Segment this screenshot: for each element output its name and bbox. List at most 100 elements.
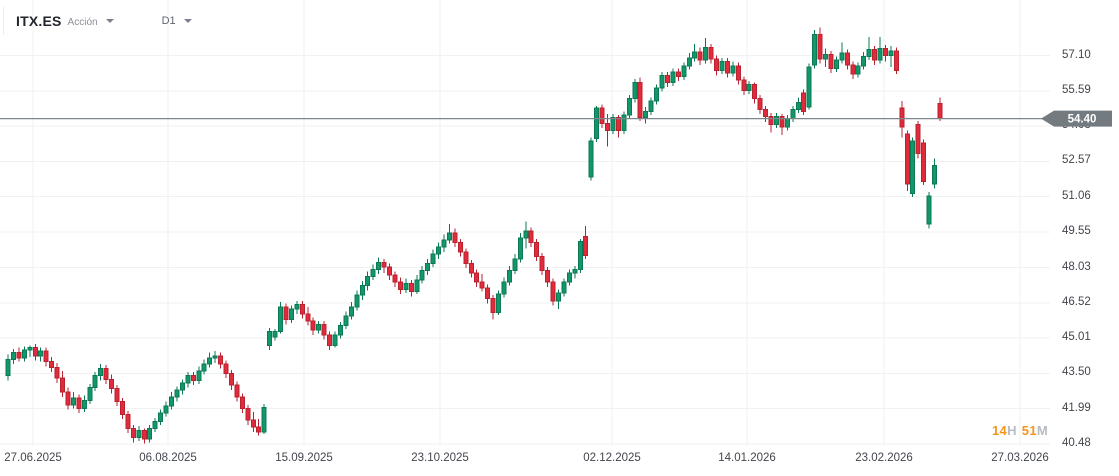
candle-body [539, 256, 545, 272]
price-tick-label: 51.06 [1062, 189, 1091, 202]
candle-body [310, 320, 316, 331]
time-tick-label: 06.08.2025 [139, 452, 197, 464]
candle-body [664, 74, 670, 83]
candle-body [463, 251, 469, 265]
candle-body [446, 232, 452, 241]
time-axis[interactable]: 27.06.2025 06.08.2025 15.09.2025 23.10.2025… [0, 446, 1119, 476]
candle-body [926, 195, 932, 225]
price-axis[interactable]: 57.1055.5954.0852.5751.0649.5548.0346.52… [1050, 0, 1119, 450]
candle-body [299, 303, 305, 315]
timeframe-selector[interactable]: D1 [114, 15, 192, 27]
candle-body [757, 98, 763, 110]
candle-body [566, 272, 572, 283]
candle-body [839, 52, 845, 61]
candle-body [5, 358, 11, 377]
candle-body [430, 253, 436, 265]
candle-body [648, 100, 654, 113]
candle-body [16, 351, 22, 359]
candle-body [861, 56, 867, 67]
candle-body [250, 419, 256, 428]
candle-body [697, 51, 703, 61]
last-price-badge-label: 54.40 [1068, 114, 1097, 126]
chart-header: ITX.ES Acción D1 [3, 7, 192, 35]
candle-body [812, 33, 818, 66]
price-tick-label: 49.55 [1062, 224, 1091, 237]
candles [5, 27, 943, 444]
candle-body [376, 261, 382, 270]
candle-body [38, 350, 44, 357]
time-tick-label: 27.03.2026 [991, 452, 1049, 464]
candle-body [594, 107, 600, 139]
candle-body [98, 368, 104, 377]
candle-body [626, 98, 632, 116]
candle-body [730, 65, 736, 74]
candle-body [659, 74, 665, 89]
candle-body [49, 361, 55, 369]
symbol-selector[interactable]: ITX.ES Acción [16, 13, 114, 29]
candle-body [735, 65, 741, 81]
candle-body [605, 122, 610, 131]
candle-body [899, 107, 905, 128]
candle-body [381, 261, 387, 268]
candle-body [327, 334, 333, 346]
time-tick-label: 14.01.2026 [718, 452, 776, 464]
chevron-down-icon [183, 19, 192, 23]
candle-body [141, 430, 147, 440]
candle-body [196, 370, 202, 381]
candle-body [670, 71, 676, 83]
candle-body [686, 57, 692, 67]
candle-body [485, 287, 491, 300]
candle-body [228, 372, 234, 386]
candle-body [70, 397, 76, 406]
candle-body [136, 430, 142, 439]
price-tick-label: 41.99 [1062, 401, 1091, 414]
candle-body [692, 51, 698, 59]
candle-body [43, 350, 49, 363]
candle-body [795, 101, 801, 110]
candle-body [87, 386, 93, 401]
candle-body [272, 330, 278, 338]
countdown-hours-unit: H [1007, 423, 1017, 438]
candle-body [267, 330, 273, 346]
candle-body [343, 315, 349, 326]
candle-body [632, 81, 638, 100]
header-divider [3, 7, 4, 35]
candle-body [599, 107, 605, 124]
candle-body [392, 274, 398, 283]
candle-body [801, 92, 807, 113]
candle-body [218, 355, 224, 365]
candle-body [703, 46, 709, 61]
candle-body [550, 281, 556, 302]
candle-body [528, 230, 534, 244]
candle-body [763, 108, 769, 117]
candle-body [474, 272, 480, 283]
candle-body [207, 357, 213, 365]
candle-body [65, 391, 71, 406]
candle-body [32, 347, 38, 357]
candle-body [534, 242, 540, 258]
candle-body [408, 282, 414, 293]
price-tick-label: 45.01 [1062, 331, 1091, 344]
candle-body [441, 239, 447, 248]
candle-body [294, 303, 300, 310]
candle-body [468, 263, 474, 274]
candle-body [517, 237, 523, 260]
candle-body [823, 53, 828, 60]
candle-body [724, 60, 730, 74]
candle-body [436, 246, 442, 255]
candle-body [354, 294, 360, 308]
price-tick-label: 57.10 [1062, 48, 1091, 61]
candle-body [561, 281, 567, 294]
chevron-down-icon [105, 19, 114, 23]
candle-body [773, 115, 779, 125]
candle-body [158, 412, 164, 422]
candle-body [305, 313, 311, 322]
candle-body [479, 281, 485, 289]
candle-body [893, 50, 899, 72]
candle-body [779, 115, 785, 128]
candle-body [147, 427, 153, 440]
symbol-name: ITX.ES [16, 13, 62, 29]
candle-body [256, 426, 262, 433]
